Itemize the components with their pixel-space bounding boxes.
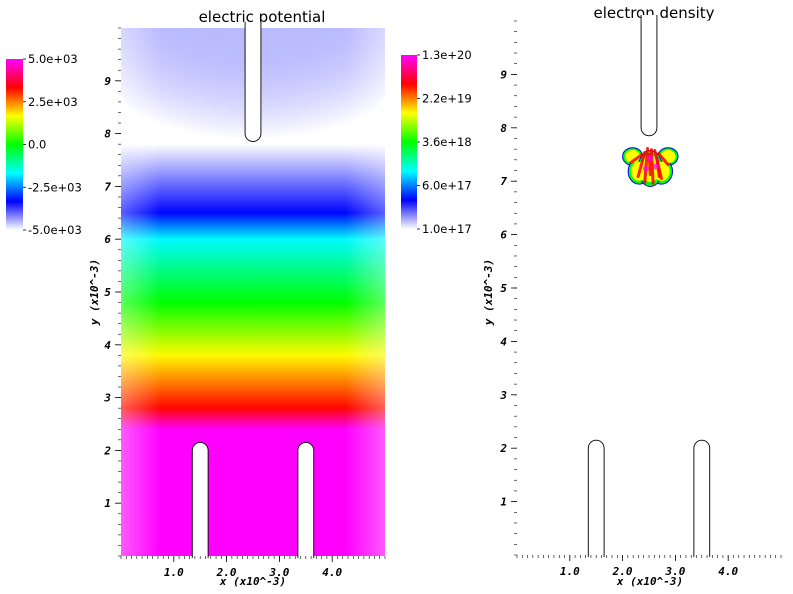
y-tick-label: 3	[103, 392, 111, 405]
y-tick-label: 6	[104, 233, 111, 246]
colorbar-label: 3.6e+18	[422, 135, 472, 149]
y-tick-label: 5	[500, 282, 507, 295]
left-x-ticks: 1.0 2.0 3.0 4.0	[120, 556, 386, 579]
streamer-peak	[642, 165, 649, 172]
y-tick-label: 7	[500, 175, 507, 188]
electrode-bottom-1	[191, 442, 209, 558]
x-tick-label: 3.0	[268, 566, 289, 579]
streamer-streak	[657, 152, 670, 167]
right-y-ticks: 1 2 3 4 5 6 7 8 9	[499, 20, 517, 556]
streamer-streak	[643, 146, 650, 185]
x-tick-label: 2.0	[216, 566, 237, 579]
right-x-ticks: 1.0 2.0 3.0 4.0	[516, 555, 782, 578]
colorbar-label: 1.0e+17	[422, 222, 472, 236]
colorbar-label: 5.0e+03	[28, 52, 78, 66]
y-tick-label: 9	[500, 68, 507, 81]
colorbar-label: -2.5e+03	[28, 180, 82, 194]
electron-density-panel: electron density 1.0 2.0 3.0 4.0 123456789 …	[401, 4, 782, 588]
streamer-streak	[649, 148, 655, 185]
y-tick-label: 4	[104, 339, 111, 352]
y-tick-label: 8	[104, 128, 111, 141]
electrode-bottom-2	[693, 439, 711, 557]
y-tick-label: 2	[103, 444, 111, 457]
streamer-peak	[647, 155, 654, 162]
y-tick-label: 3	[499, 389, 507, 402]
left-y-ticks: 1 2 3 4 5 6 7 8 9	[103, 27, 121, 557]
left-electrodes	[191, 22, 315, 558]
y-tick-label: 4	[500, 335, 507, 348]
density-colorbar-bar	[401, 55, 417, 229]
colorbar-label: 2.5e+03	[28, 95, 78, 109]
potential-title: electric potential	[199, 8, 326, 26]
right-y-axis-label: y (x10^-3)	[482, 259, 495, 326]
y-tick-label: 1	[500, 496, 507, 509]
electric-potential-panel: electric potential 1.0 2.0 3.0 4.0 1 2 3 4 5 6 7 8…	[6, 8, 386, 588]
y-tick-label: 1	[104, 497, 111, 510]
left-y-axis-label: y (x10^-3)	[88, 259, 101, 326]
density-colorbar: 1.3e+20 2.2e+19 3.6e+18 6.0e+17 1.0e+17	[401, 48, 472, 236]
y-tick-label: 6	[500, 229, 507, 242]
y-tick-label: 5	[104, 286, 111, 299]
potential-colorbar: 5.0e+03 2.5e+03 0.0 -2.5e+03 -5.0e+03	[6, 52, 82, 237]
left-x-axis-label: x (x10^-3)	[219, 575, 286, 588]
x-tick-label: 4.0	[322, 566, 342, 579]
x-tick-label: 4.0	[718, 565, 738, 578]
colorbar-label: 2.2e+19	[422, 92, 472, 106]
x-tick-label: 3.0	[664, 565, 685, 578]
colorbar-label: 1.3e+20	[422, 48, 472, 62]
potential-colorbar-bar	[6, 59, 23, 230]
y-tick-label: 7	[104, 180, 111, 193]
x-tick-label: 2.0	[612, 565, 633, 578]
y-tick-label: 2	[499, 442, 507, 455]
electrode-bottom-2	[297, 442, 315, 558]
y-tick-label: 9	[104, 75, 111, 88]
streamer-streak	[636, 150, 647, 179]
potential-colorbar-labels: 5.0e+03 2.5e+03 0.0 -2.5e+03 -5.0e+03	[23, 52, 82, 237]
density-title: electron density	[593, 4, 714, 22]
colorbar-label: 6.0e+17	[422, 179, 472, 193]
x-tick-label: 1.0	[164, 566, 184, 579]
y-tick-label: 8	[500, 122, 507, 135]
electrode-bottom-1	[587, 439, 605, 557]
streamer-peak	[652, 163, 659, 170]
electrode-top-0	[244, 22, 262, 142]
streamer-streak	[629, 153, 644, 165]
right-electrodes	[587, 15, 711, 557]
right-x-axis-label: x (x10^-3)	[616, 575, 683, 588]
colorbar-label: 0.0	[28, 138, 46, 152]
density-streamer	[622, 146, 679, 188]
colorbar-label: -5.0e+03	[28, 223, 82, 237]
x-tick-label: 1.0	[560, 565, 580, 578]
electrode-top-0	[640, 15, 658, 137]
density-colorbar-labels: 1.3e+20 2.2e+19 3.6e+18 6.0e+17 1.0e+17	[417, 48, 472, 236]
